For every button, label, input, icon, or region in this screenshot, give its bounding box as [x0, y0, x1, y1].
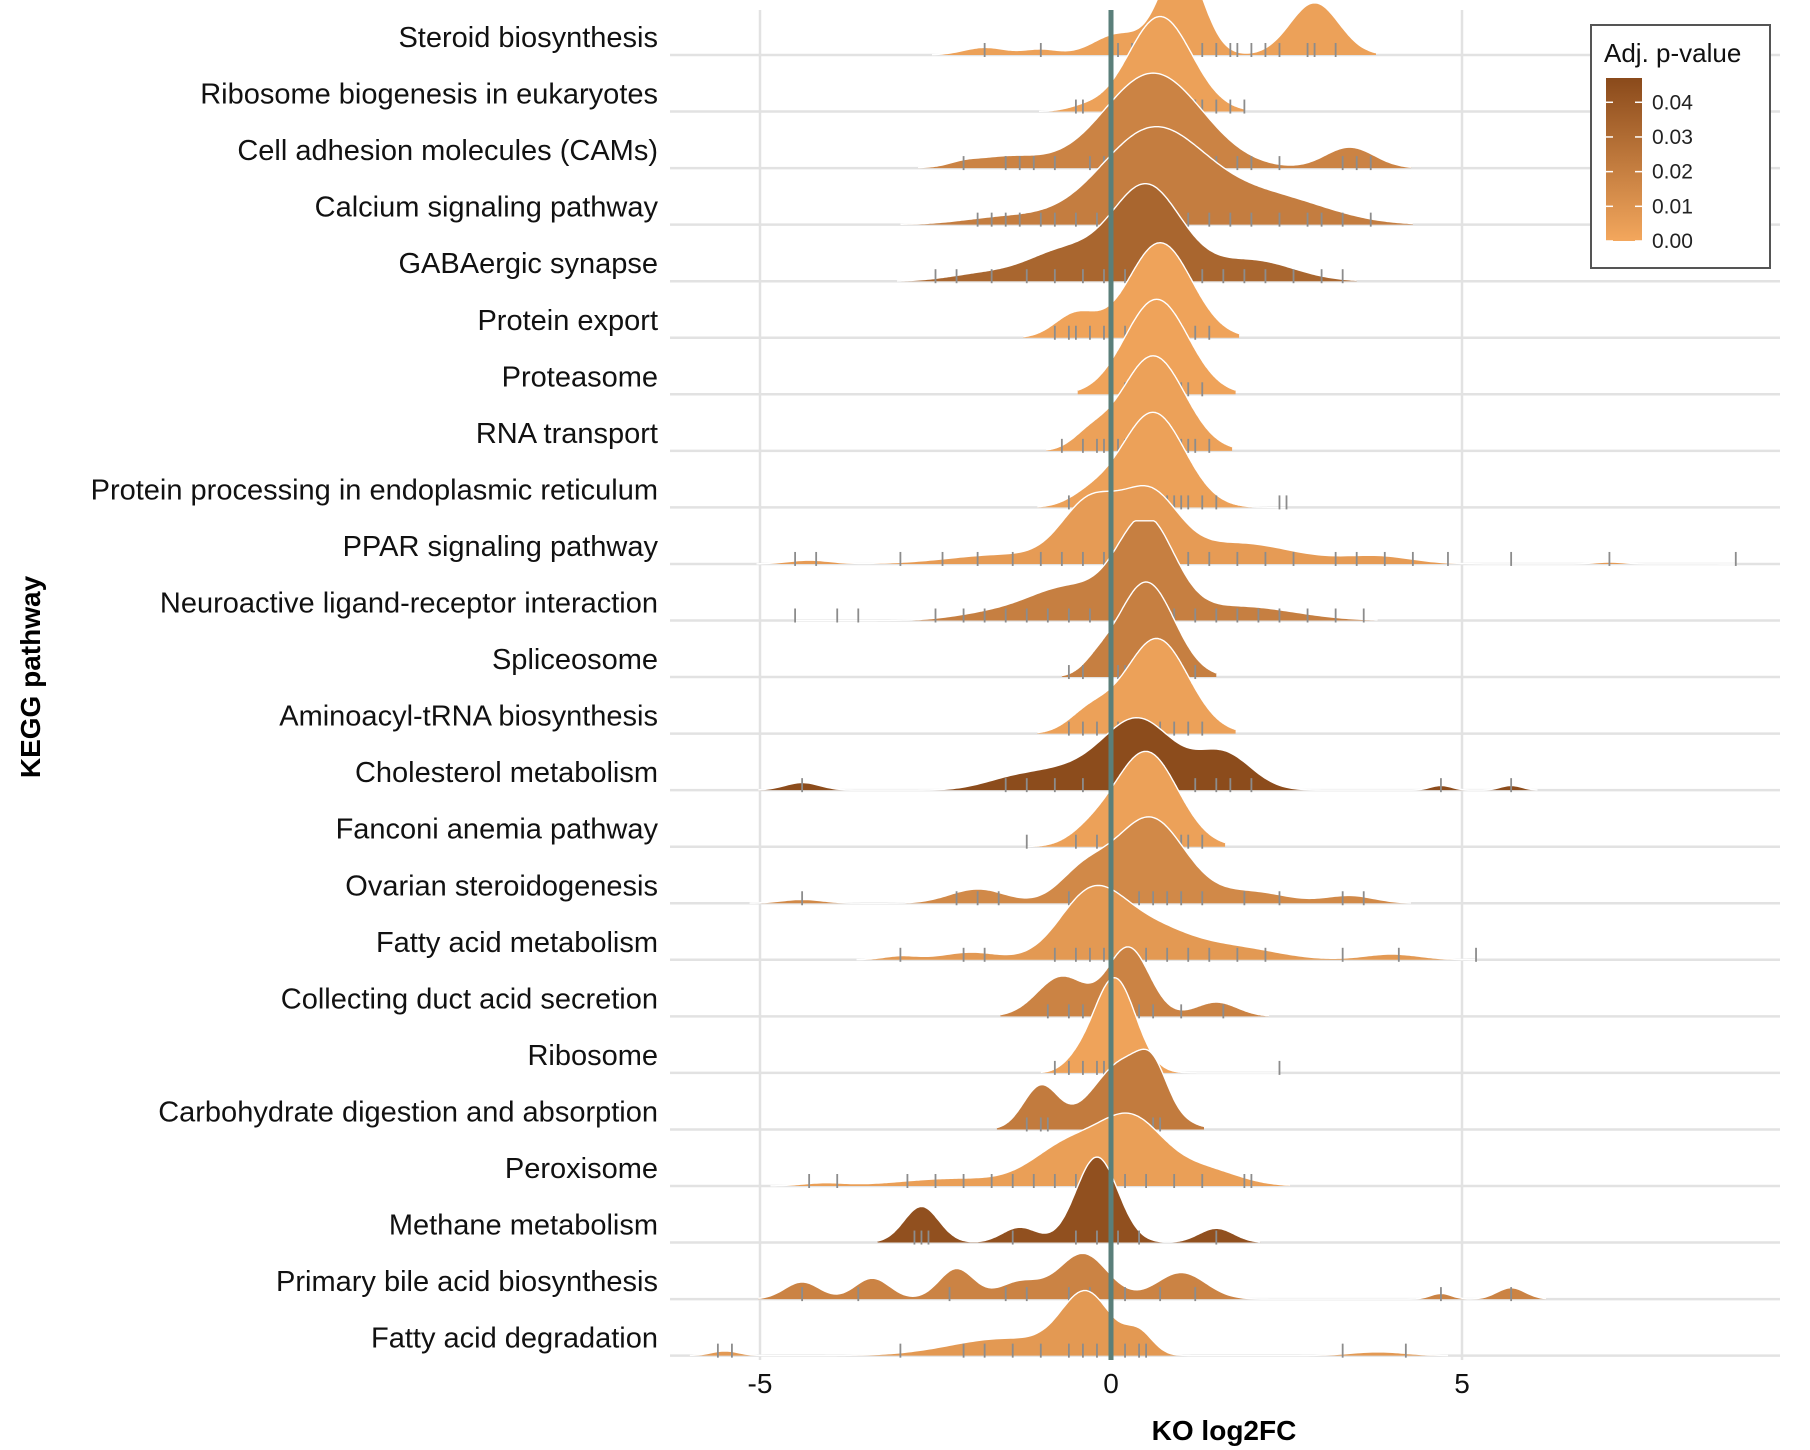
density-area	[877, 1157, 1261, 1243]
density-outline	[1077, 298, 1236, 391]
density-area	[1039, 16, 1245, 112]
legend-tick-label: 0.02	[1652, 161, 1693, 184]
density-area	[1026, 751, 1226, 847]
density-area	[856, 885, 1476, 960]
density-area	[770, 1113, 1290, 1186]
pathway-label-steroid-biosynthesis: Steroid biosynthesis	[398, 22, 658, 54]
density-area	[795, 520, 1378, 621]
density-area	[758, 1253, 1547, 1300]
density-area	[756, 485, 1736, 564]
pathway-label-ribosome: Ribosome	[527, 1040, 658, 1072]
pathway-label-ovarian-steroidogenesis: Ovarian steroidogenesis	[345, 870, 658, 902]
density-area	[1000, 946, 1269, 1017]
ridge-methane-metabolism	[877, 1156, 1261, 1245]
density-outline	[689, 1289, 1449, 1357]
pathway-label-protein-processing-in-endoplasmic-reticulum: Protein processing in endoplasmic reticu…	[91, 474, 658, 506]
density-outline	[931, 0, 1377, 56]
pathway-label-protein-export: Protein export	[477, 305, 658, 337]
density-outline	[1023, 241, 1240, 338]
x-tick-label: 5	[1454, 1368, 1470, 1399]
x-tick-label: -5	[748, 1368, 773, 1399]
density-area	[896, 183, 1357, 282]
legend-color-bar	[1606, 78, 1642, 241]
pathway-label-calcium-signaling-pathway: Calcium signaling pathway	[315, 192, 659, 224]
density-area	[996, 1049, 1204, 1130]
density-outline	[900, 126, 1413, 225]
x-axis-title: KO log2FC	[1152, 1415, 1297, 1446]
pathway-label-primary-bile-acid-biosynthesis: Primary bile acid biosynthesis	[276, 1266, 658, 1298]
pathway-label-neuroactive-ligand-receptor-interaction: Neuroactive ligand-receptor interaction	[160, 588, 658, 620]
density-outline	[749, 816, 1412, 904]
pathway-label-cholesterol-metabolism: Cholesterol metabolism	[355, 757, 658, 789]
density-area	[749, 816, 1412, 904]
density-area	[1061, 582, 1217, 678]
x-tick-layer: -5 0 5	[748, 1368, 1470, 1399]
density-area	[1023, 242, 1240, 338]
pathway-label-ribosome-biogenesis-in-eukaryotes: Ribosome biogenesis in eukaryotes	[200, 79, 658, 111]
pathway-label-aminoacyl-trna-biosynthesis: Aminoacyl-tRNA biosynthesis	[279, 701, 658, 733]
ridge-calcium-signaling-pathway	[900, 126, 1413, 227]
density-outline	[1039, 15, 1245, 112]
density-area	[1077, 299, 1236, 395]
legend-tick-label: 0.04	[1652, 91, 1693, 114]
density-outline	[770, 1112, 1291, 1187]
density-outline	[756, 485, 1736, 565]
density-outline	[1046, 355, 1233, 451]
ridge-fatty-acid-degradation	[689, 1289, 1449, 1358]
density-area	[1037, 412, 1287, 508]
density-area	[689, 1290, 1448, 1356]
density-area	[900, 126, 1413, 225]
pathway-label-collecting-duct-acid-secretion: Collecting duct acid secretion	[281, 983, 658, 1015]
density-outline	[877, 1156, 1261, 1243]
density-outline	[1037, 637, 1236, 734]
pathway-label-proteasome: Proteasome	[502, 361, 658, 393]
ridge-layer	[689, 0, 1737, 1358]
density-outline	[1026, 750, 1226, 848]
density-outline	[1061, 581, 1217, 677]
density-outline	[856, 884, 1476, 961]
density-outline	[896, 183, 1357, 282]
y-axis-title: KEGG pathway	[15, 575, 46, 778]
ridge-ppar-signaling-pathway	[756, 485, 1737, 566]
legend-ticks: 0.04 0.03 0.02 0.01 0.00	[1606, 91, 1693, 253]
pathway-label-gabaergic-synapse: GABAergic synapse	[398, 248, 658, 280]
ridge-ovarian-steroidogenesis	[749, 816, 1412, 906]
ridge-primary-bile-acid-biosynthesis	[758, 1252, 1547, 1302]
density-outline	[795, 520, 1378, 622]
pathway-label-spliceosome: Spliceosome	[492, 644, 658, 676]
density-outline	[758, 1252, 1547, 1300]
legend: Adj. p-value 0.04 0.03 0.02 0.01 0.00	[1590, 24, 1771, 269]
density-area	[1037, 638, 1236, 734]
pathway-label-carbohydrate-digestion-and-absorption: Carbohydrate digestion and absorption	[158, 1096, 658, 1128]
pathway-label-fatty-acid-degradation: Fatty acid degradation	[371, 1323, 658, 1355]
pathway-label-rna-transport: RNA transport	[476, 418, 658, 450]
pathway-label-fanconi-anemia-pathway: Fanconi anemia pathway	[336, 814, 659, 846]
pathway-label-methane-metabolism: Methane metabolism	[389, 1210, 658, 1242]
density-outline	[758, 716, 1538, 791]
density-area	[1040, 977, 1280, 1073]
pathway-label-ppar-signaling-pathway: PPAR signaling pathway	[343, 531, 659, 563]
density-area	[1046, 355, 1233, 451]
density-outline	[1040, 976, 1280, 1074]
category-label-layer: Steroid biosynthesis Ribosome biogenesis …	[91, 22, 659, 1355]
density-outline	[1000, 946, 1270, 1017]
pathway-label-fatty-acid-metabolism: Fatty acid metabolism	[376, 927, 658, 959]
density-outline	[1037, 411, 1287, 509]
legend-tick-label: 0.03	[1652, 126, 1693, 149]
x-tick-label: 0	[1103, 1368, 1119, 1399]
density-outline	[917, 72, 1412, 169]
density-area	[918, 73, 1412, 169]
pathway-label-peroxisome: Peroxisome	[505, 1153, 658, 1185]
ridge-peroxisome	[770, 1112, 1291, 1188]
pathway-label-cell-adhesion-molecules-cams: Cell adhesion molecules (CAMs)	[237, 135, 658, 167]
legend-title: Adj. p-value	[1604, 38, 1741, 68]
legend-tick-label: 0.01	[1652, 195, 1693, 218]
legend-tick-label: 0.00	[1652, 230, 1693, 253]
ridge-neuroactive-ligand-receptor-interaction	[794, 520, 1378, 623]
density-outline	[996, 1048, 1205, 1129]
